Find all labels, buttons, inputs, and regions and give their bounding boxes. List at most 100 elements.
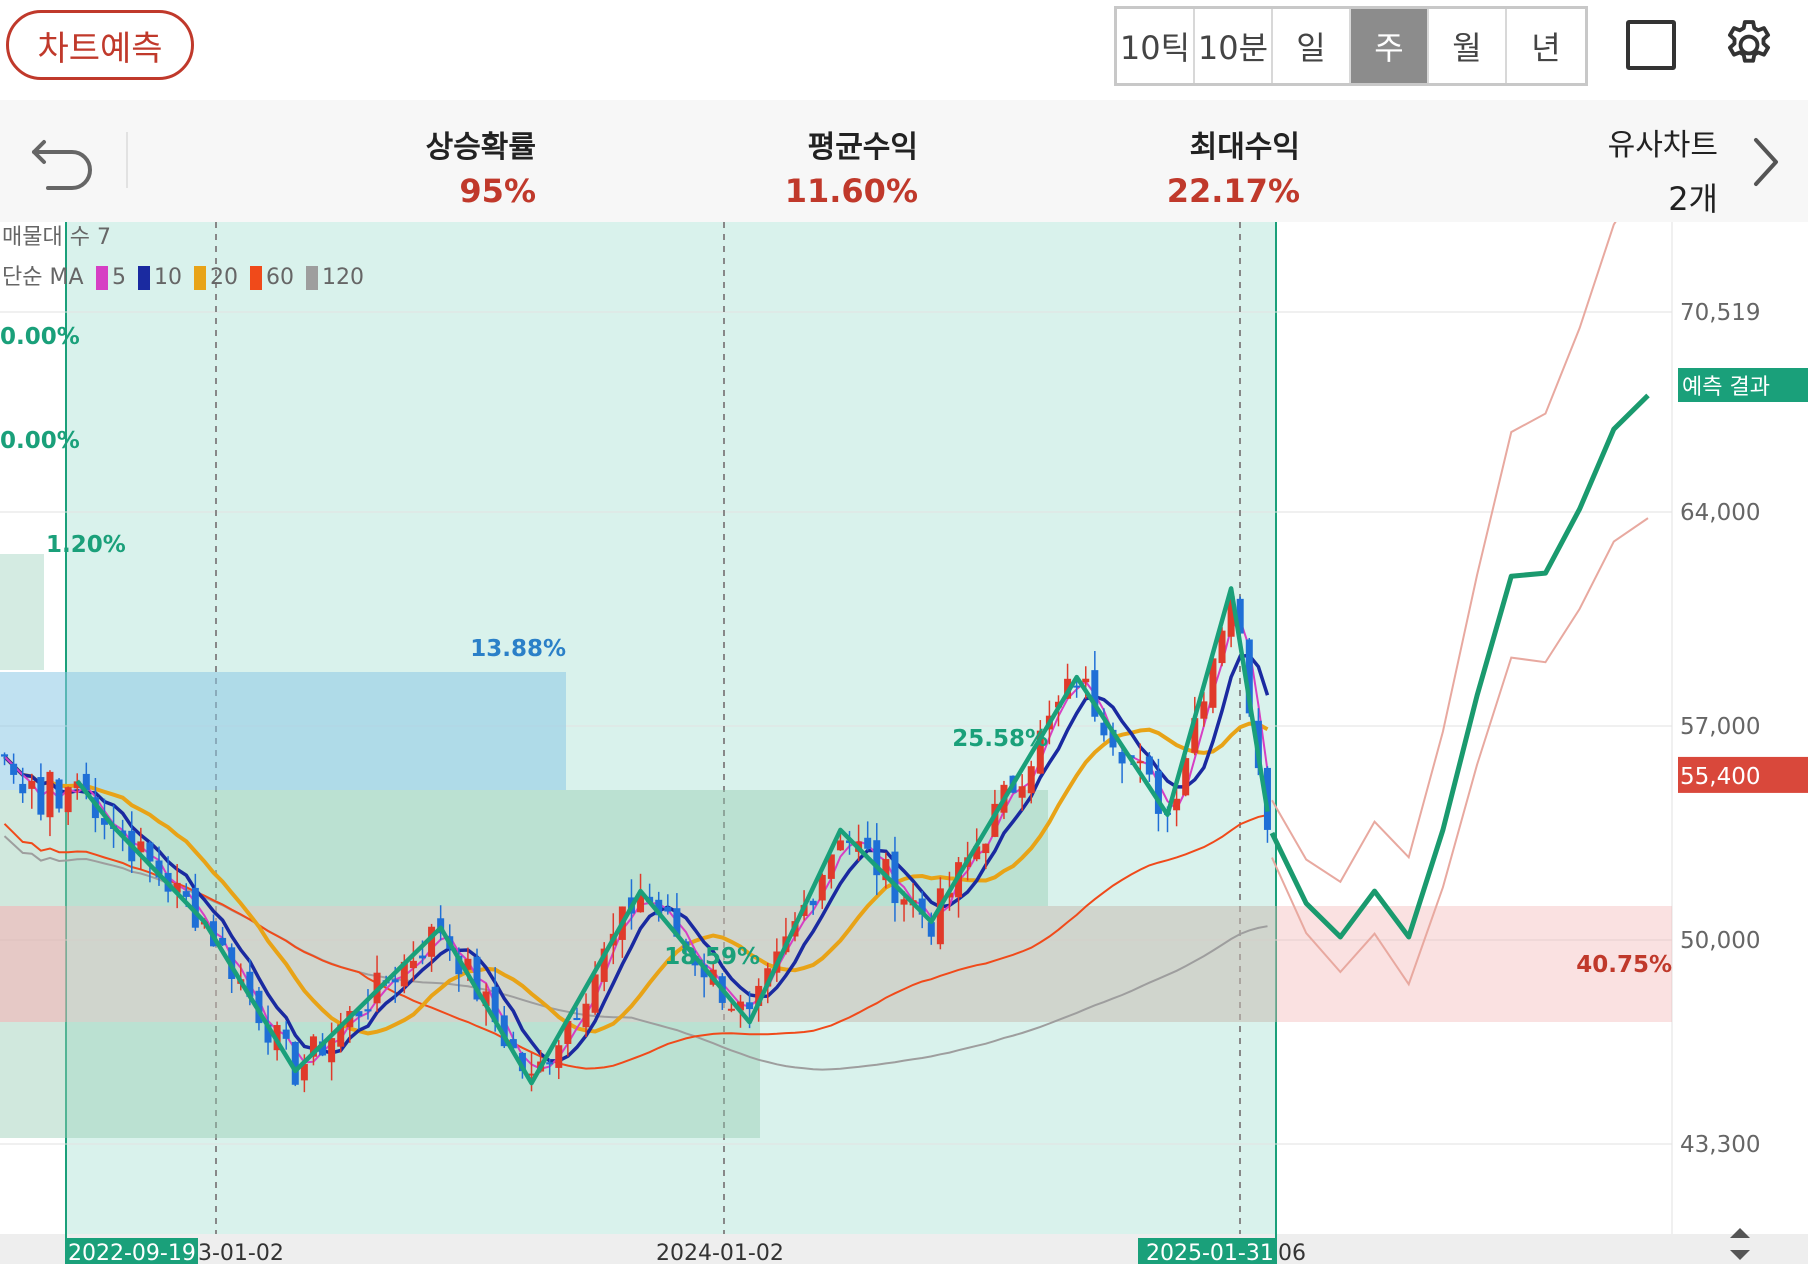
ma-legend-period: 20 (210, 265, 238, 290)
candle (246, 971, 254, 997)
period-10min-button[interactable]: 10분 (1195, 9, 1273, 83)
forecast-line (1269, 393, 1650, 940)
y-axis-tick-label: 70,519 (1680, 300, 1760, 326)
candle (982, 843, 990, 854)
back-arrow-icon[interactable] (30, 130, 96, 190)
candle (1191, 718, 1199, 753)
ma-legend-swatch (96, 266, 108, 290)
x-axis-band (0, 1234, 1808, 1264)
candle (46, 771, 54, 818)
candle (736, 1001, 744, 1011)
period-week-button[interactable]: 주 (1351, 9, 1429, 83)
candle (1091, 670, 1099, 717)
candle (546, 1062, 554, 1065)
candle (582, 1003, 590, 1028)
divider (126, 132, 128, 188)
candle (1245, 639, 1253, 714)
candle (1173, 798, 1181, 811)
y-axis-tick-label: 64,000 (1680, 500, 1760, 526)
candle (319, 1041, 327, 1056)
candle (391, 979, 399, 983)
candle (1218, 630, 1226, 664)
rise-probability-value: 95% (459, 172, 536, 210)
forecast-zone (1276, 906, 1672, 1022)
candle (991, 803, 999, 837)
range-end-date-tag (1138, 1238, 1276, 1264)
period-day-button[interactable]: 일 (1273, 9, 1351, 83)
ma-legend-title: 단순 MA (2, 265, 84, 290)
candle (100, 818, 108, 825)
x-axis-tick-label: 2024-01-02 (656, 1241, 784, 1264)
average-return-value: 11.60% (784, 172, 918, 210)
current-price-label: 55,400 (1680, 764, 1760, 790)
candle (1145, 756, 1153, 775)
period-year-button[interactable]: 년 (1531, 29, 1561, 67)
gear-icon[interactable] (1720, 16, 1778, 74)
y-axis-tick-label: 57,000 (1680, 714, 1760, 740)
chevron-right-icon[interactable] (1748, 134, 1784, 190)
ma-legend-period: 5 (112, 265, 126, 290)
candle (1109, 729, 1117, 748)
ma20-line (3, 721, 1269, 1036)
candle (155, 860, 163, 878)
candle (400, 961, 408, 987)
candle (1073, 685, 1081, 688)
top-toolbar: 차트예측 10틱 10분 일 주 월 년 (0, 0, 1808, 100)
candle (182, 891, 190, 897)
volume-profile-bar (0, 672, 566, 790)
square-icon[interactable] (1626, 20, 1676, 70)
candle (500, 1015, 508, 1047)
candle (1136, 761, 1144, 764)
candle (455, 955, 463, 975)
volume-profile-bar (0, 1022, 760, 1138)
x-axis-tick-label: 06 (1278, 1241, 1306, 1264)
period-month-button[interactable]: 월 (1429, 9, 1507, 83)
candle (973, 846, 981, 860)
candle (355, 1011, 363, 1017)
similar-charts-stat[interactable]: 유사차트 2개 (1608, 120, 1718, 220)
candle (637, 893, 645, 913)
volume-profile-percent-label: 0.00% (0, 428, 80, 454)
max-return-value: 22.17% (1166, 172, 1300, 210)
candle (491, 986, 499, 1023)
prediction-result-tag (1678, 368, 1808, 402)
rise-probability-stat: 상승확률 95% (426, 122, 536, 210)
range-end-date: 2025-01-31 (1146, 1241, 1274, 1264)
forecast-lower-band (1271, 517, 1649, 987)
candle (900, 899, 908, 905)
price-chart[interactable]: 70,519 64,000 57,000 50,000 43,300 55,400 예측 결… (0, 222, 1808, 1264)
candle (518, 1052, 526, 1072)
candle (755, 985, 763, 1006)
y-axis-tick-label: 43,300 (1680, 1132, 1760, 1158)
candle (818, 874, 826, 901)
candle (1154, 770, 1162, 814)
candle (146, 842, 154, 862)
candle (509, 1039, 517, 1049)
candle (55, 779, 63, 809)
range-start-date-tag (66, 1238, 198, 1264)
candle (600, 948, 608, 982)
y-axis-tick-label: 50,000 (1680, 928, 1760, 954)
candle (1018, 786, 1026, 798)
candle (219, 937, 227, 946)
candle (409, 960, 417, 969)
candle (873, 840, 881, 876)
candle (836, 840, 844, 851)
ma-legend-period: 10 (154, 265, 182, 290)
forecast-upper-band (1271, 222, 1617, 884)
period-10tick-button[interactable]: 10틱 (1117, 9, 1195, 83)
x-axis-tick-label: 3-01-02 (198, 1241, 284, 1264)
candle (173, 882, 181, 893)
candle (191, 887, 199, 928)
candle (364, 1009, 372, 1012)
range-start-date: 2022-09-19 (68, 1241, 196, 1264)
candle (473, 956, 481, 1000)
candle (264, 1024, 272, 1043)
chart-predict-button[interactable]: 차트예측 (6, 10, 194, 80)
candle (328, 1038, 336, 1063)
candle (528, 1073, 536, 1076)
ma-legend-swatch (138, 266, 150, 290)
candle (28, 781, 36, 789)
candle (1, 754, 9, 757)
ma-legend-swatch (194, 266, 206, 290)
